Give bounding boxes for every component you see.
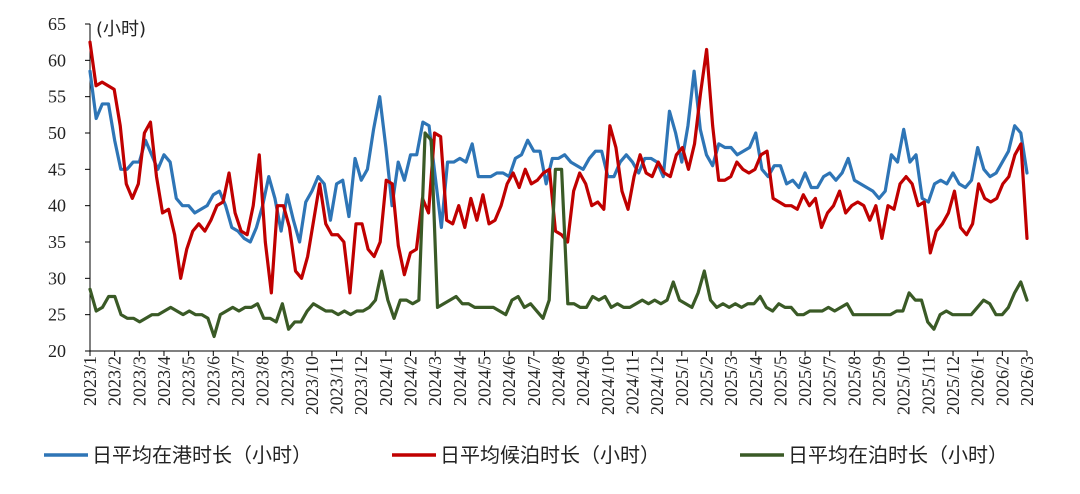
x-tick-label: 2024/8 (549, 356, 569, 406)
x-tick-label: 2025/9 (869, 356, 889, 406)
x-tick-label: 2025/6 (795, 356, 815, 406)
y-tick-label: 20 (48, 341, 66, 361)
x-tick-label: 2024/12 (647, 356, 667, 415)
x-tick-label: 2023/12 (351, 356, 371, 415)
x-tick-label: 2025/8 (844, 356, 864, 406)
x-tick-label: 2024/6 (499, 356, 519, 406)
y-tick-label: 65 (48, 14, 66, 34)
x-tick-label: 2024/3 (425, 356, 445, 406)
x-tick-label: 2024/2 (401, 356, 421, 406)
x-tick-label: 2024/10 (598, 356, 618, 415)
x-tick-label: 2023/4 (154, 356, 174, 406)
x-tick-label: 2023/3 (129, 356, 149, 406)
series-line-1 (88, 69, 1029, 244)
x-tick-label: 2025/5 (770, 356, 790, 406)
y-tick-label: 50 (48, 123, 66, 143)
x-tick-label: 2023/6 (203, 356, 223, 406)
series-line-3 (88, 131, 1029, 339)
unit-label: (小时) (96, 19, 146, 40)
series-layer (88, 40, 1029, 339)
y-tick-label: 30 (48, 268, 66, 288)
y-tick-label: 45 (48, 159, 66, 179)
x-tick-label: 2024/5 (475, 356, 495, 406)
x-tick-label: 2025/3 (721, 356, 741, 406)
x-tick-label: 2023/5 (179, 356, 199, 406)
x-tick-label: 2024/7 (524, 356, 544, 406)
x-axis: 2023/1 2023/2 2023/3 2023/4 2023/5 2023/6 2023… (80, 350, 1037, 415)
y-tick-label: 25 (48, 305, 66, 325)
x-tick-label: 2026/3 (1017, 356, 1037, 406)
legend-label: 日平均候泊时长（小时） (440, 443, 660, 467)
x-tick-label: 2023/1 (80, 356, 100, 406)
x-tick-label: 2024/9 (573, 356, 593, 406)
legend-label: 日平均在港时长（小时） (92, 443, 312, 467)
y-axis: 20 25 30 35 40 45 50 55 60 65 (48, 14, 91, 361)
x-tick-label: 2023/11 (327, 356, 347, 414)
x-tick-label: 2025/2 (696, 356, 716, 406)
y-tick-label: 55 (48, 87, 66, 107)
x-tick-label: 2025/10 (894, 356, 914, 415)
x-tick-label: 2023/2 (105, 356, 125, 406)
x-tick-label: 2025/12 (943, 356, 963, 415)
x-tick-label: 2026/1 (968, 356, 988, 406)
legend: 日平均在港时长（小时） 日平均候泊时长（小时） 日平均在泊时长（小时） (44, 443, 1008, 467)
x-tick-label: 2023/10 (302, 356, 322, 415)
x-tick-label: 2025/4 (746, 356, 766, 406)
x-tick-label: 2024/4 (450, 356, 470, 406)
legend-label: 日平均在泊时长（小时） (788, 443, 1008, 467)
x-tick-label: 2025/11 (918, 356, 938, 414)
y-tick-label: 60 (48, 50, 66, 70)
x-tick-label: 2023/9 (277, 356, 297, 406)
x-tick-label: 2023/8 (253, 356, 273, 406)
series-line-2 (88, 40, 1029, 295)
x-tick-label: 2024/1 (376, 356, 396, 406)
x-tick-label: 2025/1 (672, 356, 692, 406)
x-tick-label: 2023/7 (228, 356, 248, 406)
y-tick-label: 40 (48, 196, 66, 216)
x-tick-label: 2026/2 (992, 356, 1012, 406)
x-tick-label: 2024/11 (622, 356, 642, 414)
y-tick-label: 35 (48, 232, 66, 252)
x-tick-label: 2025/7 (820, 356, 840, 406)
